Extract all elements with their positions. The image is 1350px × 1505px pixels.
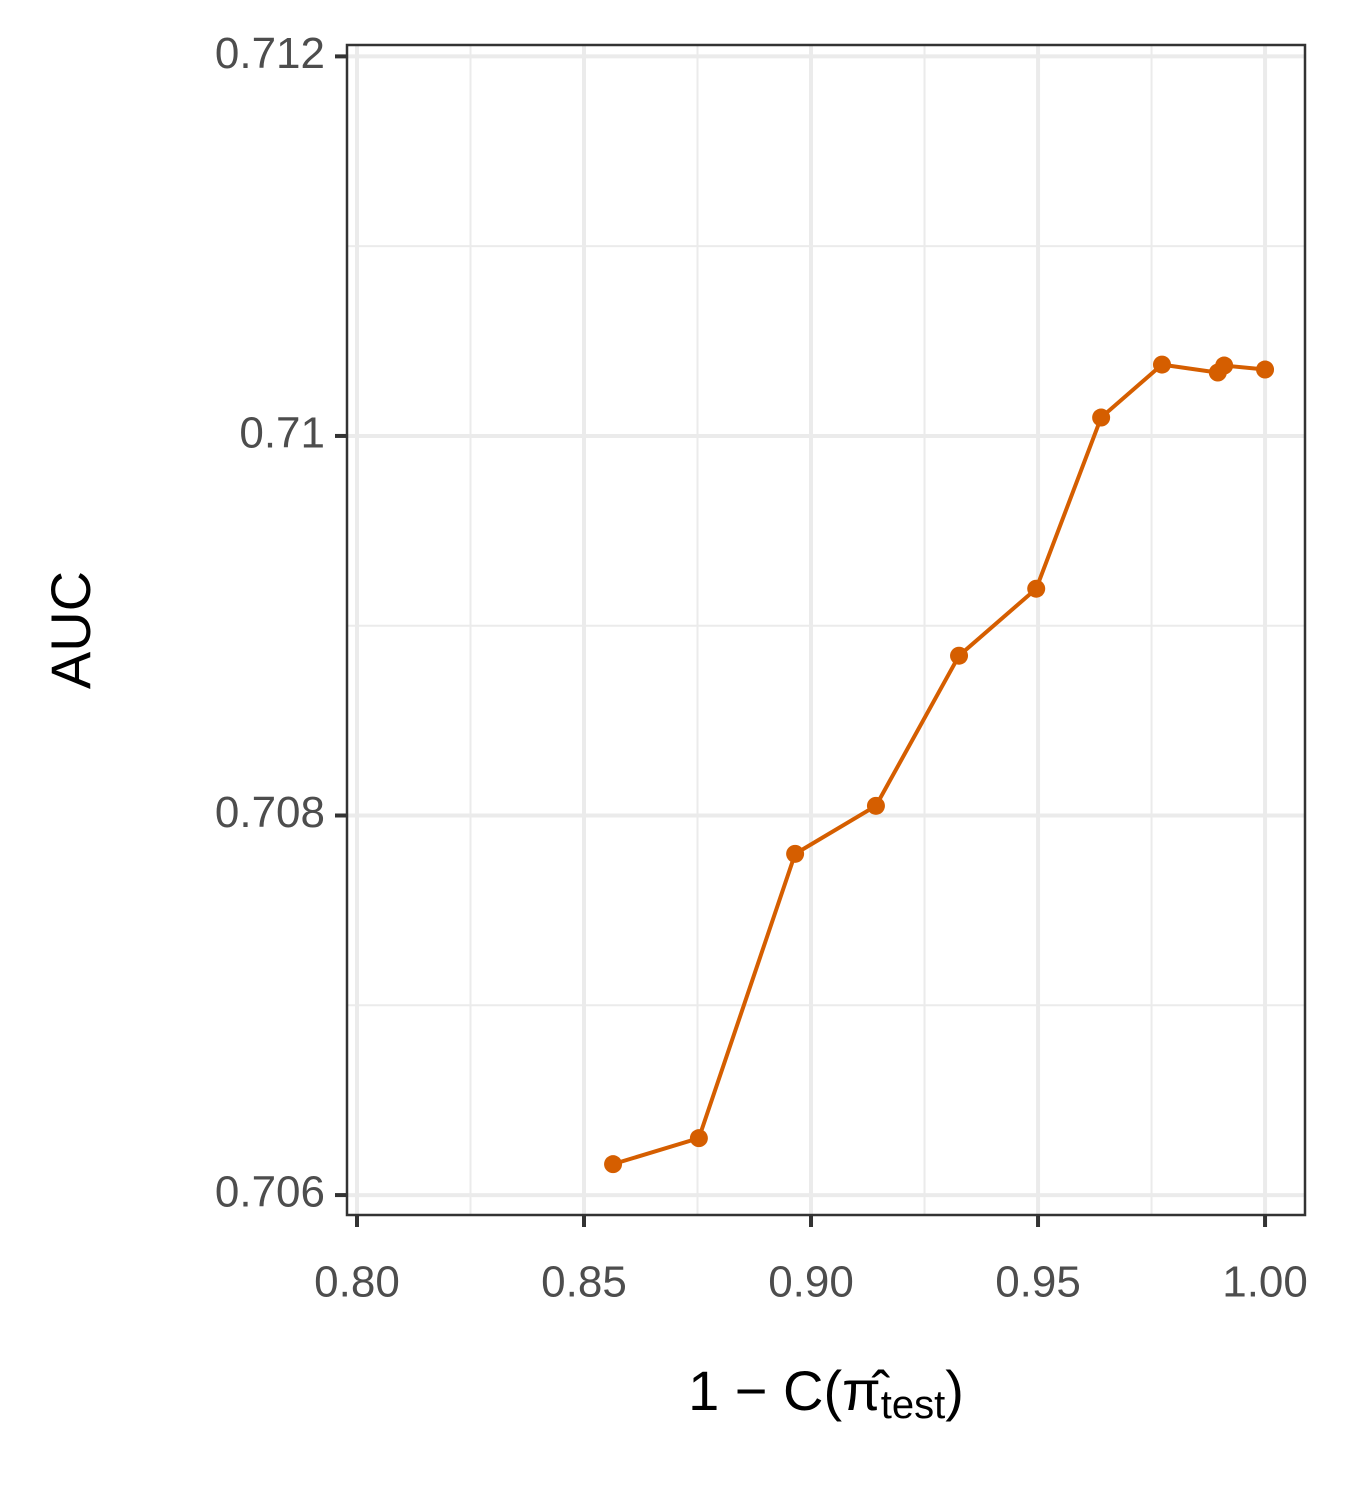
data-line [612,362,1266,1167]
data-point [950,646,969,665]
x-axis-title: 1 − C(π̂test) [688,1359,964,1427]
data-point [1027,579,1046,598]
x-title-part: 1 − C( [688,1359,842,1422]
y-tick-label: 0.712 [215,29,325,78]
y-axis-title: AUC [39,571,102,689]
x-tick-label: 0.85 [541,1258,627,1307]
x-tick-label: 0.95 [995,1258,1081,1307]
data-point [866,796,885,815]
data-point [604,1155,623,1174]
data-point [1092,408,1111,427]
x-tick-label: 0.80 [314,1258,400,1307]
x-title-subscript: test [881,1383,945,1427]
data-point [1256,360,1275,379]
x-tick-label: 1.00 [1222,1258,1308,1307]
x-title-part: ) [945,1359,964,1422]
data-point [1215,356,1234,375]
data-point [1152,355,1171,374]
y-tick-label: 0.706 [215,1168,325,1217]
x-tick-label: 0.90 [768,1258,854,1307]
y-tick-label: 0.708 [215,788,325,837]
data-point [786,844,805,863]
plot-border [345,43,1307,1217]
y-tick-label: 0.71 [239,409,325,458]
data-point [689,1129,708,1148]
